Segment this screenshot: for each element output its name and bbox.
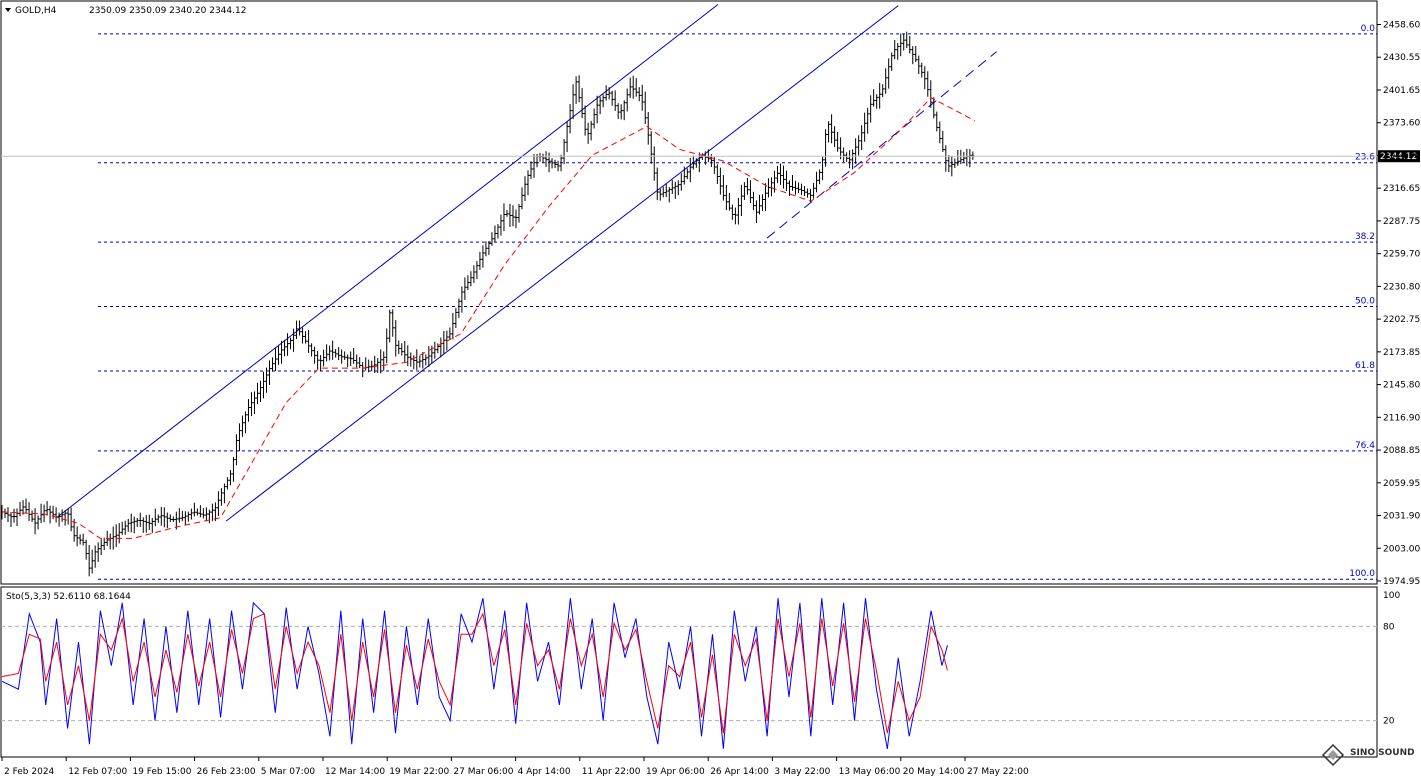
- price-axis-label: 1974.95: [1383, 577, 1420, 587]
- last-price-tag: [1378, 150, 1420, 163]
- oscillator-panel-frame: [0, 586, 1378, 758]
- oscillator-axis-label: 20: [1383, 717, 1395, 727]
- time-axis: 2 Feb 2024 12 Feb 07:00 19 Feb 15:00 26 Feb…: [1, 757, 1029, 777]
- time-axis-label: 19 Apr 06:00: [646, 767, 705, 777]
- bid-line: 2344.12: [1, 150, 1420, 163]
- fib-level-label: 38.2: [1355, 232, 1375, 242]
- collapse-triangle-icon[interactable]: [5, 8, 11, 12]
- time-axis-label: 5 Mar 07:00: [261, 767, 316, 777]
- time-axis-label: 4 Apr 14:00: [518, 767, 571, 777]
- time-axis-label: 11 Apr 22:00: [582, 767, 641, 777]
- trend-channel[interactable]: [56, 4, 997, 522]
- price-candles: [0, 31, 975, 577]
- channel-line[interactable]: [766, 51, 997, 239]
- fib-level-label: 23.6: [1355, 153, 1375, 163]
- price-axis: 2458.60 2430.55 2401.65 2373.60 2344.70 2316.…: [1377, 21, 1420, 587]
- price-axis-label: 2259.70: [1383, 250, 1420, 260]
- price-axis-label: 2344.70: [1383, 151, 1420, 161]
- channel-line[interactable]: [225, 5, 899, 522]
- price-axis-label: 2373.60: [1383, 119, 1420, 129]
- last-price-value: 2344.12: [1380, 152, 1417, 162]
- price-axis-label: 2401.65: [1383, 86, 1420, 96]
- stochastic-oscillator: 100 80 20: [1, 591, 1400, 749]
- time-axis-label: 12 Feb 07:00: [68, 767, 127, 777]
- price-axis-label: 2145.80: [1383, 381, 1420, 391]
- price-axis-label: 2059.95: [1383, 479, 1420, 489]
- price-axis-label: 2116.90: [1383, 413, 1420, 423]
- time-axis-label: 12 Mar 14:00: [325, 767, 385, 777]
- price-axis-label: 2287.75: [1383, 217, 1420, 227]
- fib-level-label: 50.0: [1355, 297, 1375, 307]
- fib-level-label: 100.0: [1349, 569, 1375, 579]
- time-axis-label: 27 Mar 06:00: [453, 767, 513, 777]
- channel-line[interactable]: [56, 4, 719, 519]
- time-axis-label: 20 May 14:00: [903, 767, 965, 777]
- price-axis-label: 2003.00: [1383, 544, 1420, 554]
- fib-level-label: 0.0: [1361, 24, 1376, 34]
- price-axis-label: 2031.90: [1383, 512, 1420, 522]
- time-axis-label: 26 Feb 23:00: [197, 767, 256, 777]
- time-axis-label: 13 May 06:00: [839, 767, 901, 777]
- watermark-logo: SINO SOUND: [1321, 743, 1415, 767]
- price-axis-label: 2202.75: [1383, 315, 1420, 325]
- oscillator-axis-label: 80: [1383, 622, 1395, 632]
- price-axis-label: 2230.80: [1383, 282, 1420, 292]
- symbol-label: GOLD,H4: [15, 6, 57, 16]
- stochastic-label: Sto(5,3,3) 52.6110 68.1644: [6, 592, 131, 602]
- price-panel-frame: [0, 0, 1378, 585]
- oscillator-signal-line: [1, 612, 948, 734]
- price-axis-label: 2088.85: [1383, 446, 1420, 456]
- moving-average: [1, 97, 976, 539]
- price-axis-label: 2316.65: [1383, 184, 1420, 194]
- time-axis-label: 26 Apr 14:00: [710, 767, 769, 777]
- fib-level-label: 61.8: [1355, 361, 1375, 371]
- price-axis-label: 2430.55: [1383, 53, 1420, 63]
- watermark-text: SINO SOUND: [1350, 748, 1415, 758]
- price-axis-label: 2173.85: [1383, 348, 1420, 358]
- time-axis-label: 27 May 22:00: [967, 767, 1029, 777]
- time-axis-label: 19 Mar 22:00: [389, 767, 449, 777]
- time-axis-label: 2 Feb 2024: [4, 767, 55, 777]
- time-axis-label: 3 May 22:00: [774, 767, 830, 777]
- fib-level-label: 76.4: [1355, 441, 1375, 451]
- moving-average-line: [1, 97, 976, 539]
- time-axis-label: 19 Feb 15:00: [132, 767, 191, 777]
- fibonacci-levels: 0.0 23.6 38.2 50.0 61.8 76.4 100.0: [98, 24, 1377, 580]
- price-axis-label: 2458.60: [1383, 21, 1420, 31]
- oscillator-axis-label: 100: [1383, 591, 1400, 601]
- ohlc-label: 2350.09 2350.09 2340.20 2344.12: [89, 6, 246, 16]
